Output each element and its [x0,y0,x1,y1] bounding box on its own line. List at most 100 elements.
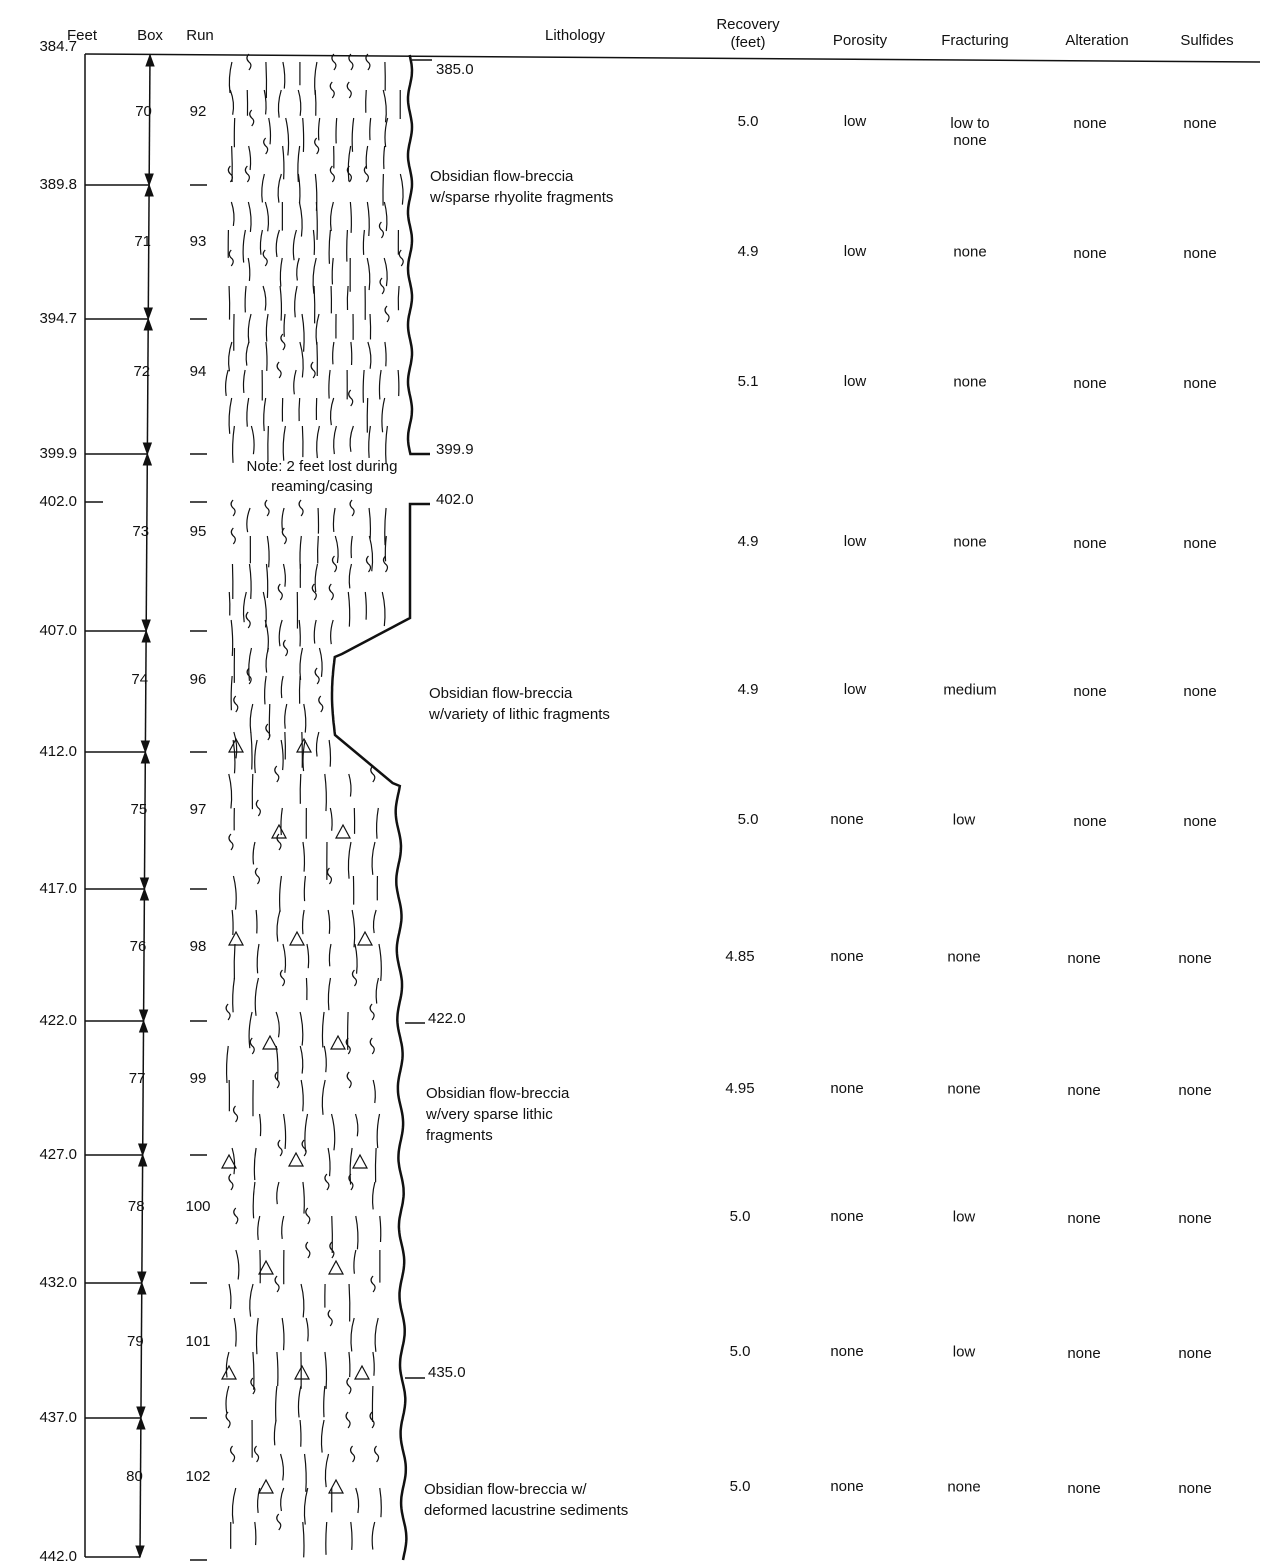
squiggle [311,362,315,378]
flow-line [248,202,251,232]
flow-line [321,1420,324,1453]
sulfides: none [1178,950,1211,968]
flow-line [226,370,229,396]
flow-line [306,978,307,1000]
lithic-fragment [263,1036,277,1049]
flow-line [295,286,297,317]
flow-line [349,1352,350,1377]
arrow-head [138,1283,146,1294]
flow-line [314,620,316,644]
squiggle [346,1412,350,1428]
flow-line [367,202,369,236]
alteration: none [1067,950,1100,968]
flow-line [373,1352,374,1376]
lithology-description: Obsidian flow-breccia w/ [424,1481,587,1499]
squiggle [330,166,334,182]
porosity: none [830,1080,863,1098]
flow-line [243,230,245,263]
arrow-head [143,443,151,454]
sulfides: none [1178,1082,1211,1100]
flow-line [356,1488,359,1513]
core-marker: 402.0 [436,491,474,509]
flow-line [398,286,399,310]
flow-line [349,564,351,588]
flow-line [253,1182,255,1218]
squiggle [277,1514,281,1530]
run-number: 94 [190,363,207,381]
flow-line [300,1420,301,1447]
core-boundary [332,504,430,1560]
flow-line [326,1522,327,1555]
flow-line [333,508,335,532]
flow-line [266,314,268,342]
flow-line [299,398,300,421]
column-header: Porosity [833,32,887,50]
flow-line [269,118,271,144]
flow-line [384,202,387,231]
flow-line [226,1352,229,1378]
depth-label: 394.7 [39,310,77,328]
lithic-fragment [259,1480,273,1493]
box-span [142,1155,143,1283]
flow-line [349,774,351,797]
flow-line [297,258,299,281]
flow-line [260,1114,261,1136]
flow-line [250,1284,253,1317]
recovery: 4.85 [725,948,754,966]
flow-line [385,342,386,366]
flow-line [303,118,304,152]
flow-line [315,564,317,592]
squiggle [245,166,249,182]
box-number: 71 [134,233,151,251]
flow-line [248,258,250,281]
flow-line [370,314,371,339]
flow-line [368,342,371,369]
run-number: 93 [190,233,207,251]
flow-line [373,1080,375,1103]
porosity: none [830,948,863,966]
flow-line [299,620,300,646]
porosity: none [830,1478,863,1496]
flow-line [248,314,251,343]
flow-line [263,286,266,311]
lithic-fragment [358,932,372,945]
flow-line [232,1488,235,1524]
box-number: 73 [132,523,149,541]
squiggle [278,584,282,600]
flow-line [285,732,286,760]
flow-line [366,146,367,169]
sulfides: none [1183,375,1216,393]
squiggle [234,1106,238,1122]
arrow-head [146,55,154,66]
flow-line [331,398,334,425]
flow-line [284,314,285,337]
flow-line [305,1114,308,1151]
flow-line [299,676,300,704]
squiggle [263,250,267,266]
porosity: low [844,681,867,699]
flow-line [367,258,370,290]
flow-line [350,1148,352,1185]
squiggle [231,500,235,516]
box-number: 75 [131,801,148,819]
flow-line [325,774,327,811]
flow-line [231,620,233,656]
arrow-head [139,1144,147,1155]
flow-line [254,1148,256,1180]
run-number: 99 [190,1070,207,1088]
flow-line [354,1250,356,1274]
squiggle [379,222,383,238]
flow-line [266,648,268,673]
recovery: 5.0 [738,811,759,829]
arrow-head [142,620,150,631]
flow-line [363,370,364,403]
flow-line [236,1250,239,1279]
flow-line [356,1216,358,1249]
flow-line [277,910,280,942]
depth-label: 389.8 [39,176,77,194]
recovery: 4.9 [738,243,759,261]
flow-line [316,314,319,345]
squiggle [229,250,233,266]
lithic-fragment [289,1153,303,1166]
lithic-fragment [329,1261,343,1274]
